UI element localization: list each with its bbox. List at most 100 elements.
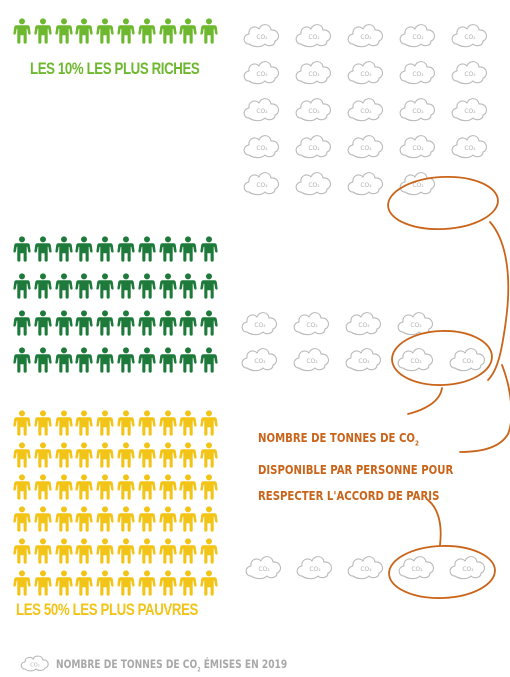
cloud-label: CO₂ xyxy=(464,34,476,41)
person-icon xyxy=(138,347,156,373)
cloud-label: CO₂ xyxy=(308,145,320,152)
co2-cloud-icon: CO₂ xyxy=(451,98,488,122)
person-icon xyxy=(75,410,94,436)
arrow-to-middle xyxy=(407,387,443,415)
person-icon xyxy=(34,18,52,44)
person-icon xyxy=(96,236,114,262)
person-icon xyxy=(54,347,73,373)
person-icon xyxy=(117,410,135,436)
person-icon xyxy=(96,442,114,468)
person-icon xyxy=(117,570,135,596)
annotation-line-1: NOMBRE DE TONNES DE CO2 xyxy=(258,430,419,448)
legend-cloud-label: CO₂ xyxy=(30,663,39,669)
person-icon xyxy=(54,310,73,336)
person-icon xyxy=(13,506,31,532)
person-icon xyxy=(117,310,135,336)
person-icon xyxy=(117,273,135,299)
cloud-label: CO₂ xyxy=(308,182,320,189)
richest-circled-oval xyxy=(387,175,499,231)
person-icon xyxy=(75,506,94,532)
person-icon xyxy=(75,538,94,564)
co2-cloud-icon: CO₂ xyxy=(347,172,384,196)
co2-cloud-icon: CO₂ xyxy=(347,135,384,159)
person-icon xyxy=(96,310,114,336)
person-icon xyxy=(54,410,73,436)
co2-cloud-icon: CO₂ xyxy=(295,61,332,85)
person-icon xyxy=(179,538,198,564)
person-icon xyxy=(200,236,218,262)
cloud-label: CO₂ xyxy=(412,182,424,189)
person-icon xyxy=(138,506,156,532)
person-icon xyxy=(117,236,135,262)
person-icon xyxy=(179,442,198,468)
cloud-label: CO₂ xyxy=(412,108,424,115)
person-icon xyxy=(179,506,198,532)
richest-group-label: LES 10% LES PLUS RICHES xyxy=(30,59,200,78)
person-icon xyxy=(158,506,177,532)
co2-cloud-icon: CO₂ xyxy=(451,61,488,85)
person-icon xyxy=(138,474,156,500)
person-icon xyxy=(75,18,94,44)
co2-cloud-icon: CO₂ xyxy=(345,312,382,336)
person-icon xyxy=(54,273,73,299)
co2-cloud-icon: CO₂ xyxy=(243,61,280,85)
co2-cloud-icon: CO₂ xyxy=(399,135,436,159)
co2-cloud-icon: CO₂ xyxy=(397,312,434,336)
cloud-label: CO₂ xyxy=(410,322,422,329)
cloud-label: CO₂ xyxy=(256,182,268,189)
person-icon xyxy=(117,474,135,500)
co2-cloud-icon: CO₂ xyxy=(241,348,278,372)
person-icon xyxy=(13,347,31,373)
arrow-right-bracket xyxy=(487,221,510,381)
cloud-label: CO₂ xyxy=(308,34,320,41)
person-icon xyxy=(158,474,177,500)
cloud-label: CO₂ xyxy=(360,71,372,78)
cloud-label: CO₂ xyxy=(464,145,476,152)
cloud-label: CO₂ xyxy=(412,145,424,152)
person-icon xyxy=(75,310,94,336)
cloud-label: CO₂ xyxy=(462,566,474,573)
co2-cloud-icon: CO₂ xyxy=(347,24,384,48)
person-icon xyxy=(34,410,52,436)
person-icon xyxy=(75,570,94,596)
cloud-label: CO₂ xyxy=(410,358,422,365)
person-icon xyxy=(179,310,198,336)
person-icon xyxy=(200,310,218,336)
person-icon xyxy=(138,570,156,596)
poorest-circled-oval xyxy=(388,545,496,599)
co2-cloud-icon: CO₂ xyxy=(243,98,280,122)
cloud-label: CO₂ xyxy=(360,145,372,152)
arrow-to-poorest xyxy=(427,499,442,546)
cloud-label: CO₂ xyxy=(254,358,266,365)
co2-cloud-icon: CO₂ xyxy=(243,135,280,159)
person-icon xyxy=(34,442,52,468)
person-icon xyxy=(179,347,198,373)
person-icon xyxy=(34,273,52,299)
cloud-label: CO₂ xyxy=(360,34,372,41)
person-icon xyxy=(13,236,31,262)
co2-cloud-icon: CO₂ xyxy=(293,348,330,372)
person-icon xyxy=(34,474,52,500)
person-icon xyxy=(117,442,135,468)
co2-cloud-icon: CO₂ xyxy=(243,24,280,48)
person-icon xyxy=(117,538,135,564)
person-icon xyxy=(96,538,114,564)
person-icon xyxy=(179,474,198,500)
co2-cloud-icon: CO₂ xyxy=(397,348,434,372)
person-icon xyxy=(117,347,135,373)
person-icon xyxy=(13,570,31,596)
person-icon xyxy=(13,273,31,299)
cloud-label: CO₂ xyxy=(258,566,270,573)
co2-cloud-icon: CO₂ xyxy=(347,556,384,580)
cloud-label: CO₂ xyxy=(412,34,424,41)
co2-cloud-icon: CO₂ xyxy=(241,312,278,336)
cloud-label: CO₂ xyxy=(360,108,372,115)
person-icon xyxy=(54,442,73,468)
person-icon xyxy=(138,538,156,564)
person-icon xyxy=(158,310,177,336)
person-icon xyxy=(200,538,218,564)
person-icon xyxy=(138,273,156,299)
cloud-label: CO₂ xyxy=(412,71,424,78)
person-icon xyxy=(34,506,52,532)
